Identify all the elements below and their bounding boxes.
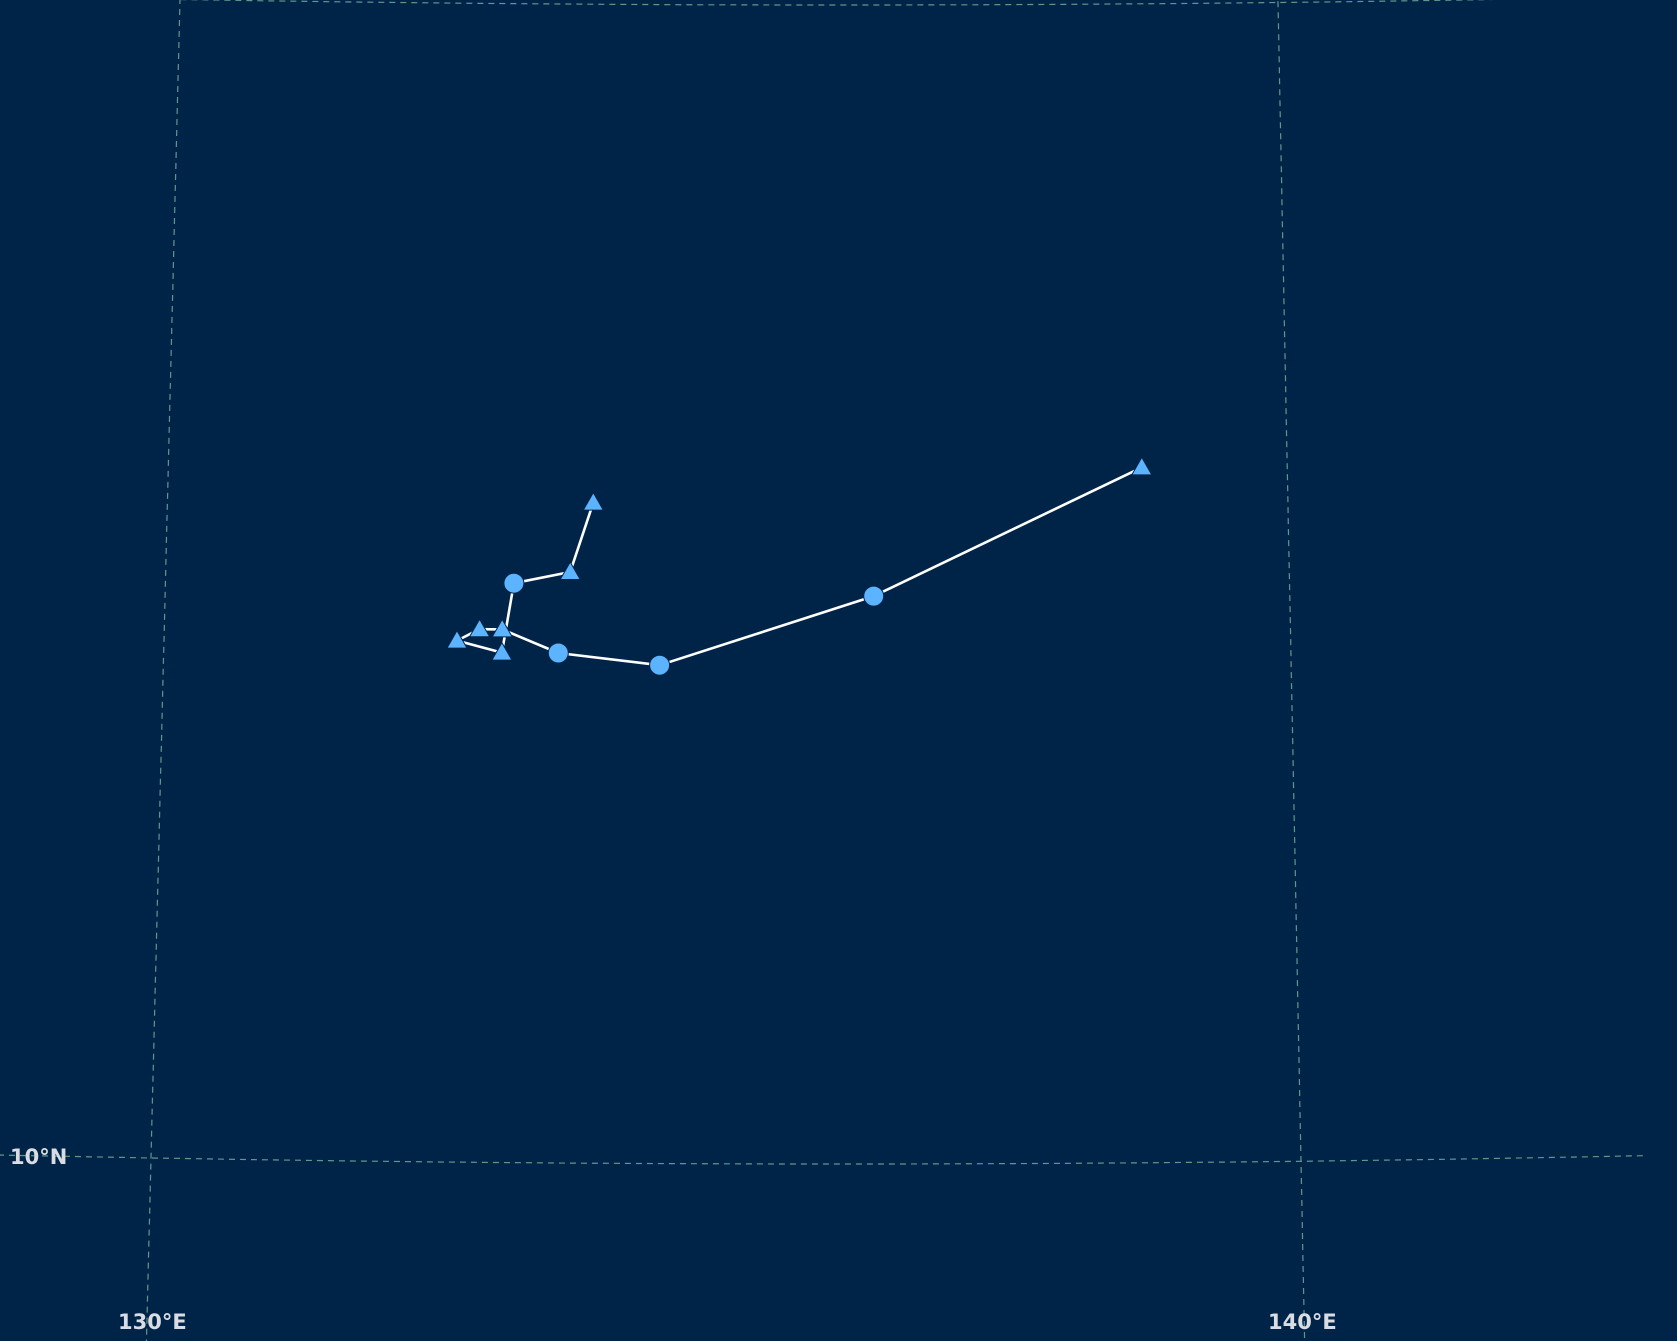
track-point-triangle[interactable] [491, 618, 514, 638]
track-point-circle[interactable] [863, 585, 885, 607]
track-point-triangle[interactable] [468, 618, 491, 638]
longitude-label-140e: 140°E [1268, 1310, 1337, 1334]
track-point-triangle[interactable] [1130, 456, 1153, 476]
latitude-label-10n: 10°N [10, 1145, 67, 1169]
track-point-circle[interactable] [547, 642, 569, 664]
longitude-label-130e: 130°E [118, 1310, 187, 1334]
track-point-triangle[interactable] [582, 491, 605, 511]
track-point-triangle[interactable] [491, 641, 513, 661]
track-point-triangle[interactable] [446, 629, 468, 649]
parallel-10n [0, 1154, 1647, 1165]
graticule-labels: 130°E 140°E 10°N [10, 1145, 1337, 1334]
meridian-140e [1277, 0, 1306, 1341]
meridian-130e [145, 0, 181, 1341]
track-point-circle[interactable] [503, 572, 525, 594]
storm-track [446, 456, 1153, 676]
track-point-circle[interactable] [649, 654, 671, 676]
track-point-triangle[interactable] [559, 560, 582, 580]
